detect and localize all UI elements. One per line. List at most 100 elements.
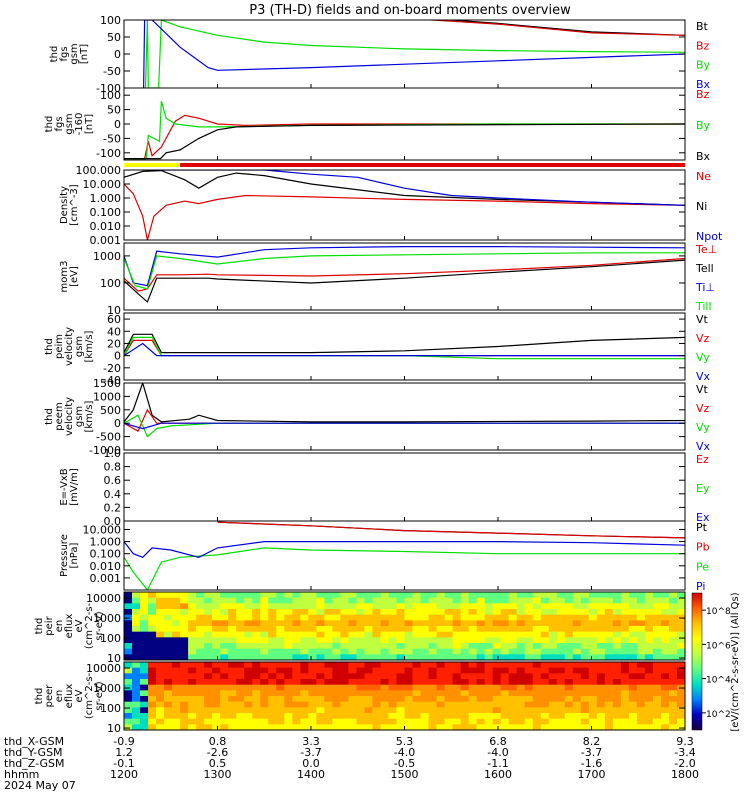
spectrogram-cell [332,707,341,714]
spectrogram-cell [292,614,301,621]
spectrogram-cell [652,637,662,644]
spectrogram-cell [284,597,293,604]
spectrogram-cell [652,631,662,638]
spectrogram-cell [292,609,301,616]
spectrogram-cell [532,684,542,691]
spectrogram-cell [156,654,165,660]
spectrogram-cell [196,654,205,660]
spectrogram-cell [340,667,349,674]
spectrogram-cell [500,643,510,650]
spectrogram-cell [604,718,614,725]
spectrogram-cell [364,667,374,674]
spectrogram-cell [228,684,237,691]
spectrogram-cell [516,620,526,627]
spectrogram-cell [284,679,293,686]
spectrogram-cell [268,679,277,686]
spectrogram-cell [172,603,181,610]
ephemeris-value: -1.1 [487,757,508,770]
spectrogram-cell [652,614,662,621]
spectrogram-cell [172,684,181,691]
spectrogram-cell [412,724,422,730]
y-axis-label: Pressure [59,534,70,577]
spectrogram-cell [548,637,558,644]
spectrogram-cell [276,654,285,660]
spectrogram-cell [660,592,670,599]
spectrogram-cell [380,724,390,730]
ephemeris-value: 1700 [578,768,606,781]
spectrogram-cell [292,667,301,674]
spectrogram-cell [212,592,221,599]
spectrogram-cell [244,597,253,604]
spectrogram-cell [140,690,149,697]
spectrogram-cell [612,690,622,697]
spectrogram-cell [612,724,622,730]
legend-entry: Vz [696,332,710,345]
y-tick-label: 1.000 [90,192,122,205]
spectrogram-cell [540,592,550,599]
spectrogram-cell [644,648,654,655]
spectrogram-cell [348,696,358,703]
spectrogram-cell [316,673,325,680]
spectrogram-cell [524,673,534,680]
spectrogram-cell [260,667,269,674]
spectrogram-cell [180,609,189,616]
spectrogram-cell [652,718,662,725]
spectrogram-cell [292,631,301,638]
ephemeris-value: -3.4 [674,746,695,759]
spectrogram-cell [292,603,301,610]
spectrogram-cell [124,696,133,703]
spectrogram-cell [364,609,374,616]
spectrogram-cell [396,637,406,644]
spectrogram-cell [620,603,630,610]
spectrogram-cell [348,684,358,691]
y-tick-label: 0.8 [104,461,122,474]
spectrogram-cell [548,620,558,627]
spectrogram-cell [604,614,614,621]
spectrogram-cell [460,724,470,730]
spectrogram-cell [236,718,245,725]
y-axis-label: [nT] [79,44,90,64]
spectrogram-cell [540,696,550,703]
chart-title: P3 (TH-D) fields and on-board moments ov… [249,3,571,18]
y-axis-label: -160 [74,113,85,136]
spectrogram-cell [276,603,285,610]
spectrogram-cell [420,713,430,720]
y-tick-label: 1.0 [104,447,122,460]
spectrogram-cell [252,626,261,633]
spectrogram-cell [436,643,446,650]
spectrogram-cell [316,643,325,650]
spectrogram-cell [212,654,221,660]
spectrogram-cell [588,654,598,660]
spectrogram-cell [404,654,414,660]
spectrogram-cell [412,701,422,708]
mode-bar-fast [180,163,685,167]
spectrogram-cell [644,620,654,627]
spectrogram-cell [324,690,333,697]
series-line-Vz [124,339,685,357]
spectrogram-cell [500,620,510,627]
y-tick-label: 100 [100,632,121,645]
spectrogram-cell [364,648,374,655]
spectrogram-cell [468,718,478,725]
spectrogram-cell [196,648,205,655]
spectrogram-cell [164,701,173,708]
legend-entry: Vz [696,402,710,415]
spectrogram-cell [356,643,366,650]
spectrogram-cell [660,713,670,720]
spectrogram-cell [172,667,181,674]
spectrogram-cell [620,724,630,730]
y-tick-label: 1000 [93,250,121,263]
spectrogram-cell [500,707,510,714]
spectrogram-cell [644,603,654,610]
spectrogram-cell [244,643,253,650]
spectrogram-cell [412,654,422,660]
spectrogram-cell [268,654,277,660]
spectrogram-cell [484,620,494,627]
spectrogram-cell [340,631,349,638]
spectrogram-cell [452,684,462,691]
spectrogram-cell [428,654,438,660]
spectrogram-cell [316,614,325,621]
spectrogram-cell [452,654,462,660]
y-axis-label: velocity [64,327,75,366]
